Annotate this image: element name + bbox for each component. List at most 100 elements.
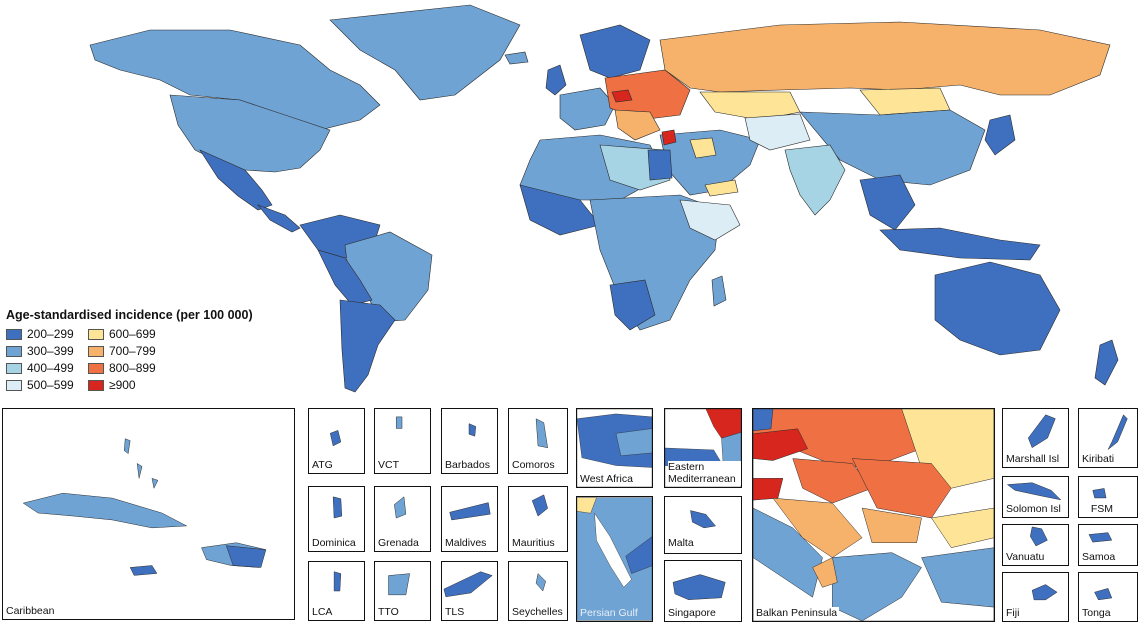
legend-swatch <box>6 379 22 391</box>
inset-tto: TTO <box>374 561 431 621</box>
region-japan <box>984 114 1016 156</box>
inset-label-balkan: Balkan Peninsula <box>756 607 840 619</box>
region-central-asia <box>744 113 811 151</box>
inset-label-mauritius: Mauritius <box>512 537 555 549</box>
inset-singapore: Singapore <box>664 560 742 622</box>
region-australia <box>934 261 1061 356</box>
inset-label-malta: Malta <box>668 537 694 549</box>
inset-label-seychelles: Seychelles <box>512 606 563 618</box>
legend-item: 200–299 <box>6 327 88 341</box>
region-scandinavia <box>579 24 651 79</box>
inset-label-kiribati: Kiribati <box>1082 453 1115 465</box>
legend-label: ≥900 <box>109 378 136 392</box>
inset-solomon: Solomon Isl <box>1002 476 1069 518</box>
legend-label: 800–899 <box>109 361 156 375</box>
inset-label-vct: VCT <box>378 459 399 471</box>
inset-tls: TLS <box>441 561 498 621</box>
inset-label-eastern-med: Eastern Mediterranean <box>668 461 741 485</box>
inset-label-maldives: Maldives <box>445 537 487 549</box>
inset-vanuatu: Vanuatu <box>1002 524 1069 566</box>
region-uk <box>545 64 567 96</box>
inset-vct: VCT <box>374 408 431 474</box>
legend-item: 500–599 <box>6 378 88 392</box>
inset-label-dominica: Dominica <box>312 537 356 549</box>
region-russia <box>659 21 1111 96</box>
map-legend: Age-standardised incidence (per 100 000)… <box>6 308 306 392</box>
region-india <box>784 144 846 216</box>
legend-item: 700–799 <box>88 344 208 358</box>
legend-item: ≥900 <box>88 378 208 392</box>
region-southern-africa <box>609 279 656 331</box>
region-china <box>799 109 986 186</box>
inset-label-marshall: Marshall Isl <box>1006 453 1060 465</box>
region-madagascar <box>711 275 727 307</box>
legend-item: 800–899 <box>88 361 208 375</box>
inset-label-tto: TTO <box>378 606 399 618</box>
legend-title: Age-standardised incidence (per 100 000) <box>6 308 253 322</box>
inset-label-fiji: Fiji <box>1006 607 1020 619</box>
region-western-europe <box>559 87 616 131</box>
legend-grid: 200–299 600–699 300–399 700–799 400–499 800–8… <box>6 327 306 392</box>
legend-swatch <box>6 362 22 374</box>
legend-label: 400–499 <box>27 361 74 375</box>
region-indonesia <box>879 227 1041 261</box>
region-egypt <box>647 149 673 181</box>
inset-maldives: Maldives <box>441 486 498 552</box>
inset-comoros: Comoros <box>508 408 568 474</box>
inset-mauritius: Mauritius <box>508 486 568 552</box>
inset-balkan: Balkan Peninsula <box>752 408 995 622</box>
region-iceland <box>504 51 529 65</box>
legend-swatch <box>6 345 22 357</box>
inset-barbados: Barbados <box>441 408 498 474</box>
region-levant <box>661 129 677 146</box>
inset-grenada: Grenada <box>374 486 431 552</box>
inset-kiribati: Kiribati <box>1078 408 1138 468</box>
inset-label-lca: LCA <box>312 606 333 618</box>
region-usa <box>169 94 331 173</box>
region-canada <box>89 29 381 131</box>
legend-item: 400–499 <box>6 361 88 375</box>
legend-swatch <box>88 362 104 374</box>
legend-label: 500–599 <box>27 378 74 392</box>
legend-label: 300–399 <box>27 344 74 358</box>
region-argentina-chile <box>339 299 396 393</box>
region-greenland <box>329 4 521 101</box>
inset-label-tls: TLS <box>445 606 465 618</box>
inset-label-singapore: Singapore <box>668 607 716 619</box>
inset-label-solomon: Solomon Isl <box>1006 503 1061 515</box>
inset-caribbean: Caribbean <box>2 408 295 620</box>
inset-label-west-africa: West Africa <box>580 473 635 485</box>
inset-marshall: Marshall Isl <box>1002 408 1069 468</box>
region-czechia <box>611 89 633 103</box>
legend-swatch <box>88 345 104 357</box>
legend-label: 200–299 <box>27 327 74 341</box>
region-se-asia <box>859 174 916 231</box>
inset-malta: Malta <box>664 496 742 554</box>
legend-swatch <box>88 328 104 340</box>
inset-west-africa: West Africa <box>576 408 653 488</box>
region-central-america <box>257 204 301 233</box>
region-peru-bolivia <box>317 249 373 306</box>
region-balkans <box>614 109 661 141</box>
legend-swatch <box>88 379 104 391</box>
inset-eastern-med: Eastern Mediterranean <box>664 408 742 488</box>
legend-item: 300–399 <box>6 344 88 358</box>
inset-label-barbados: Barbados <box>445 459 490 471</box>
inset-label-tonga: Tonga <box>1082 607 1111 619</box>
legend-label: 600–699 <box>109 327 156 341</box>
legend-swatch <box>6 328 22 340</box>
world-map <box>89 4 1119 393</box>
inset-label-comoros: Comoros <box>512 459 555 471</box>
inset-tonga: Tonga <box>1078 572 1138 622</box>
inset-label-vanuatu: Vanuatu <box>1006 551 1045 563</box>
inset-label-persian-gulf: Persian Gulf <box>580 607 638 619</box>
legend-item: 600–699 <box>88 327 208 341</box>
inset-dominica: Dominica <box>308 486 365 552</box>
legend-label: 700–799 <box>109 344 156 358</box>
inset-lca: LCA <box>308 561 365 621</box>
inset-fsm: FSM <box>1078 476 1138 518</box>
region-horn-africa <box>679 199 741 241</box>
inset-label-fsm: FSM <box>1090 503 1113 515</box>
inset-persian-gulf: Persian Gulf <box>576 496 653 622</box>
inset-atg: ATG <box>308 408 365 474</box>
